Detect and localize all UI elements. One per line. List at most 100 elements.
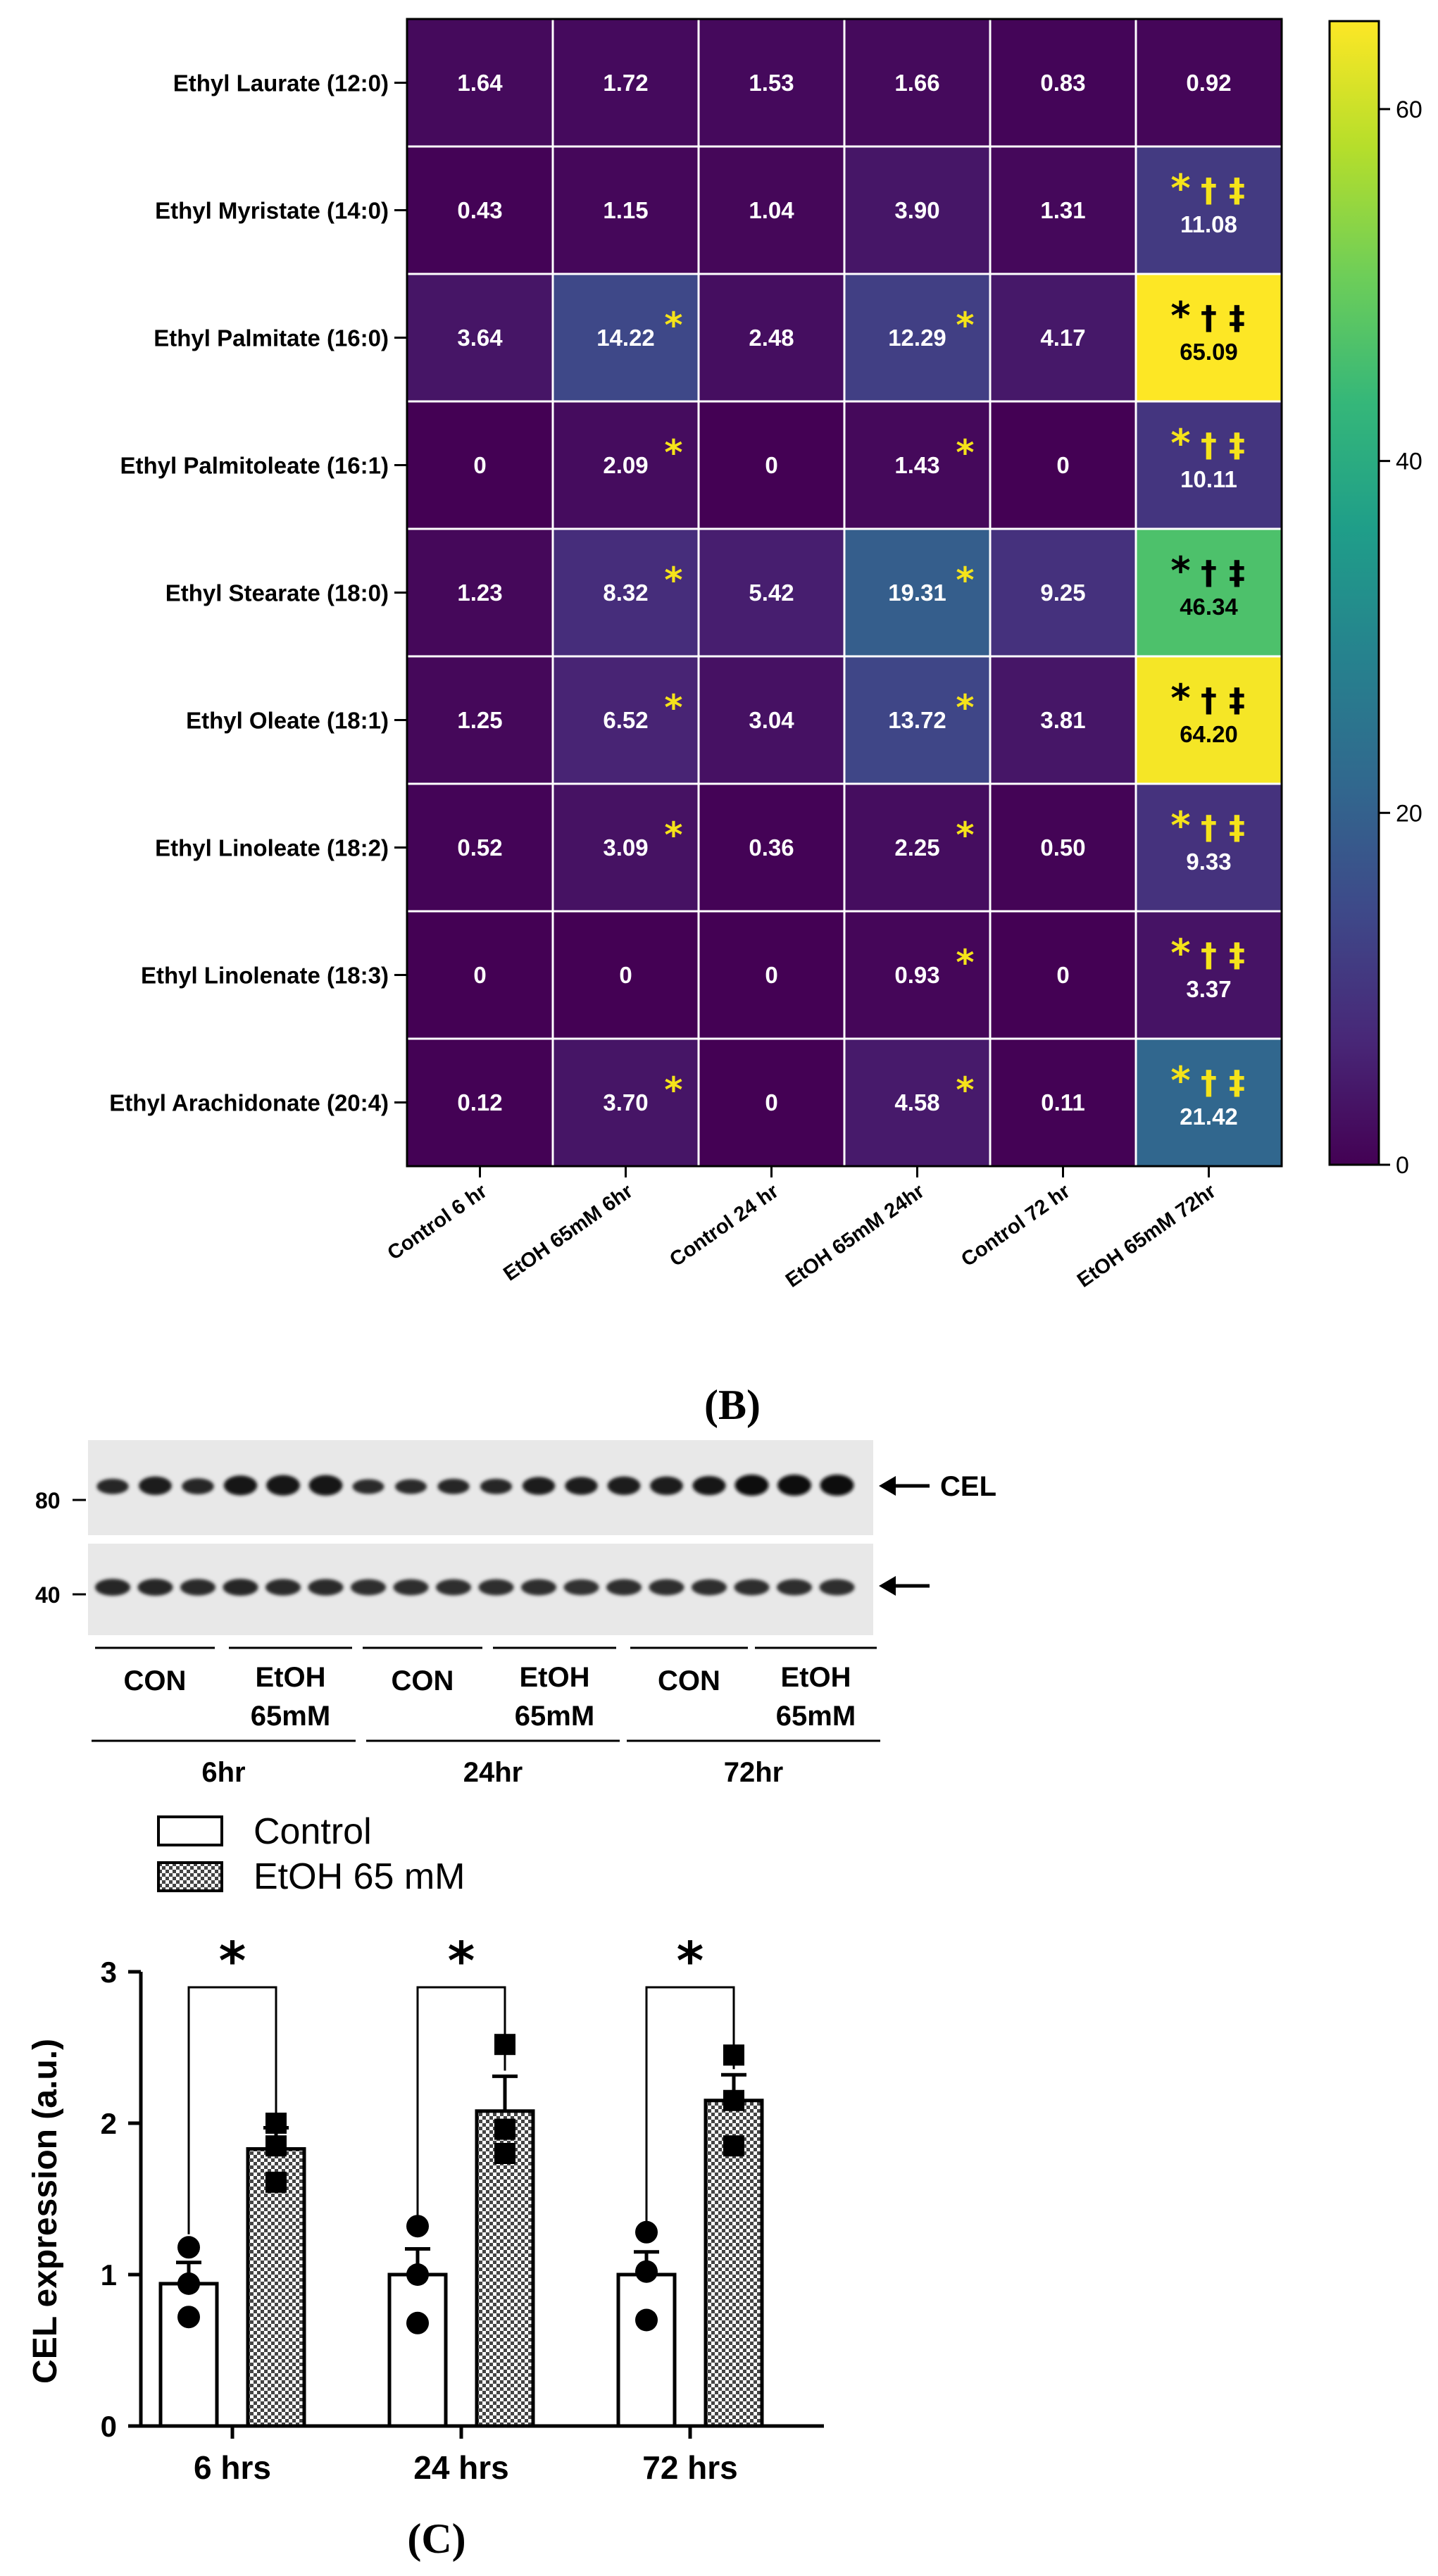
cel-band xyxy=(522,1477,556,1495)
control-data-point xyxy=(177,2272,200,2295)
blot-time-label: 72hr xyxy=(724,1757,784,1788)
heatmap-value-label: 0.11 xyxy=(1041,1089,1084,1115)
significance-star: * xyxy=(448,1931,475,1992)
heatmap-value-label: 46.34 xyxy=(1180,594,1238,620)
heatmap-cell xyxy=(1134,782,1283,913)
significance-mark: * xyxy=(956,687,974,728)
heatmap-row-label: Ethyl Palmitate (16:0) xyxy=(154,325,389,351)
reference-band xyxy=(606,1579,642,1596)
control-data-point xyxy=(406,2311,429,2334)
cel-band xyxy=(352,1479,384,1494)
heatmap-column-label: Control 6 hr xyxy=(384,1180,492,1265)
heatmap-cell xyxy=(697,655,846,785)
heatmap-value-label: 14.22 xyxy=(596,325,655,351)
blot-group-label: EtOH xyxy=(256,1662,326,1693)
heatmap-cell xyxy=(843,18,992,148)
y-tick-label: 3 xyxy=(101,1956,117,1989)
heatmap-column-labels: Control 6 hr EtOH 65mM 6hr Control 24 hrEt… xyxy=(384,1166,1220,1292)
cel-band-label: CEL xyxy=(940,1471,996,1502)
heatmap-row-label: Ethyl Linolenate (18:3) xyxy=(141,963,389,989)
heatmap-row-label: Ethyl Oleate (18:1) xyxy=(186,708,389,734)
blot-group-label: EtOH xyxy=(520,1662,590,1693)
cel-band xyxy=(734,1475,769,1496)
bar-chart-significance: * * * xyxy=(187,1931,735,2234)
mw-marker-40: 40 xyxy=(35,1582,61,1608)
significance-mark: * xyxy=(956,815,974,856)
reference-band xyxy=(777,1579,812,1596)
heatmap-value-label: 19.31 xyxy=(888,580,946,606)
heatmap-row-label: Ethyl Linoleate (18:2) xyxy=(155,835,389,861)
heatmap-cell xyxy=(1134,655,1283,785)
heatmap-value-label: 1.43 xyxy=(894,452,939,478)
etoh-data-point xyxy=(265,2135,287,2157)
reference-band xyxy=(436,1579,471,1596)
heatmap-value-label: 0.93 xyxy=(894,962,939,988)
reference-arrow xyxy=(879,1576,930,1596)
heatmap-cell xyxy=(989,400,1137,530)
colorbar-tick-label: 20 xyxy=(1396,800,1423,827)
heatmap-value-label: 0 xyxy=(619,962,632,988)
heatmap-value-label: 3.09 xyxy=(603,834,648,861)
heatmap-cell xyxy=(989,273,1137,403)
control-bar xyxy=(616,2272,677,2428)
significance-mark: ‡ xyxy=(1229,936,1245,974)
blot-group-label: CON xyxy=(658,1665,720,1696)
heatmap-value-label: 3.64 xyxy=(457,325,503,351)
heatmap-cell xyxy=(1134,1037,1283,1168)
heatmap-cell xyxy=(551,145,700,275)
reference-arrow-head xyxy=(879,1576,896,1596)
reference-band xyxy=(265,1579,301,1596)
significance-mark: ‡ xyxy=(1229,681,1245,719)
y-tick-label: 0 xyxy=(101,2410,117,2443)
heatmap-cell xyxy=(1134,910,1283,1040)
heatmap-value-label: 1.04 xyxy=(749,197,794,223)
blot-group-label: CON xyxy=(392,1665,454,1696)
blot-group-label: 65mM xyxy=(776,1701,856,1732)
heatmap-value-label: 65.09 xyxy=(1180,339,1238,365)
cel-band xyxy=(820,1475,854,1496)
heatmap-cell xyxy=(843,910,992,1040)
significance-mark: * xyxy=(1170,804,1190,848)
blot-bands xyxy=(95,1475,855,1596)
heatmap-value-label: 1.72 xyxy=(603,70,648,96)
heatmap-column-label: Control 72 hr xyxy=(957,1180,1074,1272)
heatmap-value-label: 0.92 xyxy=(1186,70,1231,96)
panel-label-c: (C) xyxy=(407,2515,465,2562)
heatmap-cell xyxy=(843,1037,992,1168)
heatmap-cell xyxy=(406,18,554,148)
heatmap-value-label: 5.42 xyxy=(749,580,794,606)
heatmap-value-label: 1.66 xyxy=(894,70,939,96)
reference-band xyxy=(308,1579,344,1596)
legend-swatch-control xyxy=(157,1815,223,1846)
significance-mark: * xyxy=(664,432,682,473)
significance-mark: ‡ xyxy=(1229,1063,1245,1101)
cel-band xyxy=(308,1475,343,1496)
reference-band xyxy=(819,1579,855,1596)
heatmap-value-label: 2.48 xyxy=(749,325,794,351)
heatmap-cell xyxy=(697,273,846,403)
heatmap-value-label: 0.12 xyxy=(457,1089,502,1115)
heatmap-value-label: 0 xyxy=(765,452,777,478)
heatmap-cell xyxy=(697,910,846,1040)
heatmap-value-label: 9.33 xyxy=(1186,849,1231,875)
heatmap-cell xyxy=(551,910,700,1040)
heatmap-value-label: 4.58 xyxy=(894,1089,939,1115)
significance-mark: * xyxy=(1170,676,1190,720)
colorbar-tick-label: 0 xyxy=(1396,1152,1409,1179)
significance-mark: † xyxy=(1201,936,1217,974)
significance-mark: ‡ xyxy=(1229,808,1245,846)
reference-band xyxy=(478,1579,514,1596)
control-data-point xyxy=(635,2308,658,2332)
reference-band xyxy=(692,1579,727,1596)
heatmap-cell xyxy=(697,400,846,530)
significance-mark: * xyxy=(664,305,682,346)
heatmap-cell xyxy=(843,145,992,275)
heatmap-column-label: EtOH 65mM 24hr xyxy=(782,1180,928,1292)
significance-mark: * xyxy=(956,1070,974,1111)
significance-mark: * xyxy=(956,432,974,473)
reference-band xyxy=(137,1579,173,1596)
significance-mark: * xyxy=(956,942,974,983)
bar-chart-axes: 0 1 2 3 6 hrs 24 hrs 72 hrs xyxy=(101,1956,824,2486)
significance-mark: † xyxy=(1201,1063,1217,1101)
heatmap-cell xyxy=(551,527,700,658)
